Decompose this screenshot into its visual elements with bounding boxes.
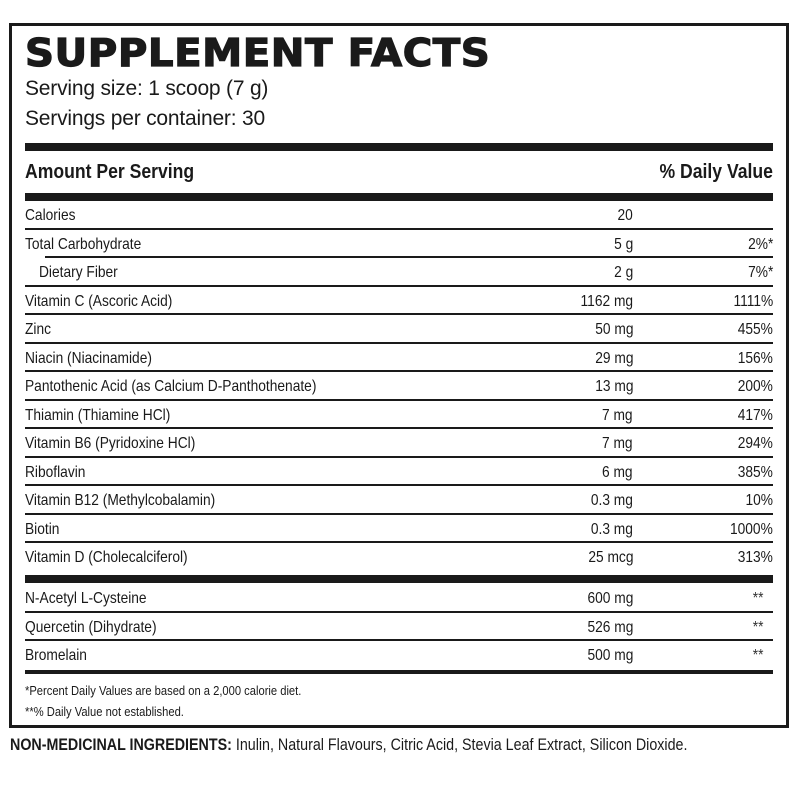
- nutrient-amount: 0.3 mg: [590, 520, 633, 538]
- nutrient-row: Niacin (Niacinamide) 29 mg 156%: [25, 344, 773, 372]
- supplement-facts-panel: SUPPLEMENT FACTS Serving size: 1 scoop (…: [9, 23, 789, 728]
- footnote-not-established: **% Daily Value not established.: [25, 704, 184, 719]
- ingredient-row: N-Acetyl L-Cysteine 600 mg **: [25, 584, 773, 613]
- thick-divider: [25, 575, 773, 583]
- nutrient-amount: 50 mg: [594, 321, 633, 338]
- non-medicinal-list: Inulin, Natural Flavours, Citric Acid, S…: [231, 735, 688, 754]
- nutrient-daily-value: 2%*: [747, 235, 773, 253]
- nutrient-row: Biotin 0.3 mg 1000%: [25, 515, 773, 543]
- ingredient-amount: 600 mg: [587, 590, 633, 607]
- nutrient-daily-value: 156%: [737, 349, 773, 367]
- nutrient-name: Vitamin B6 (Pyridoxine HCl): [25, 435, 196, 452]
- nutrient-row: Thiamin (Thiamine HCl) 7 mg 417%: [25, 401, 773, 429]
- nutrient-daily-value: 417%: [737, 406, 773, 424]
- nutrient-name: Pantothenic Acid (as Calcium D-Panthothe…: [25, 378, 317, 395]
- nutrient-daily-value: 313%: [737, 549, 773, 566]
- serving-size: Serving size: 1 scoop (7 g): [25, 77, 269, 100]
- nutrient-name: Total Carbohydrate: [25, 235, 142, 253]
- nutrient-amount: 20: [617, 207, 633, 224]
- nutrient-row: Dietary Fiber 2 g 7%*: [25, 258, 773, 287]
- daily-value-header: % Daily Value: [659, 161, 773, 183]
- nutrient-daily-value: 7%*: [747, 264, 773, 281]
- nutrient-row: Vitamin C (Ascoric Acid) 1162 mg 1111%: [25, 287, 773, 315]
- nutrient-amount: 5 g: [613, 235, 633, 253]
- other-ingredients-table: N-Acetyl L-Cysteine 600 mg ** Quercetin …: [25, 584, 773, 670]
- nutrient-row: Riboflavin 6 mg 385%: [25, 458, 773, 486]
- nutrient-amount: 6 mg: [602, 463, 633, 481]
- nutrient-name: Vitamin B12 (Methylcobalamin): [25, 492, 216, 509]
- ingredient-daily-value: **: [752, 618, 763, 636]
- nutrient-name: Niacin (Niacinamide): [25, 349, 152, 367]
- nutrient-daily-value: 200%: [737, 378, 773, 395]
- nutrient-amount: 1162 mg: [580, 292, 633, 310]
- ingredient-daily-value: **: [752, 590, 763, 607]
- thick-divider: [25, 193, 773, 201]
- nutrient-name: Calories: [25, 207, 76, 224]
- ingredient-name: Quercetin (Dihydrate): [25, 618, 157, 636]
- nutrient-amount: 25 mcg: [587, 549, 633, 566]
- ingredient-name: N-Acetyl L-Cysteine: [25, 590, 147, 607]
- ingredient-amount: 526 mg: [587, 618, 633, 636]
- nutrient-row: Vitamin D (Cholecalciferol) 25 mcg 313%: [25, 543, 773, 572]
- nutrient-amount: 7 mg: [602, 435, 633, 452]
- nutrient-row: Pantothenic Acid (as Calcium D-Panthothe…: [25, 372, 773, 401]
- nutrient-amount: 2 g: [613, 264, 633, 281]
- nutrient-amount: 13 mg: [594, 378, 633, 395]
- nutrient-row: Total Carbohydrate 5 g 2%*: [25, 230, 773, 259]
- ingredient-daily-value: **: [752, 647, 763, 664]
- panel-title: SUPPLEMENT FACTS: [24, 31, 491, 75]
- ingredient-row: Bromelain 500 mg **: [25, 641, 773, 670]
- non-medicinal-label: NON-MEDICINAL INGREDIENTS:: [10, 735, 232, 754]
- nutrient-daily-value: 294%: [737, 435, 773, 452]
- ingredient-name: Bromelain: [25, 647, 87, 664]
- nutrient-row: Calories 20: [25, 201, 773, 230]
- thick-divider: [25, 143, 773, 151]
- nutrient-daily-value: 1000%: [730, 520, 773, 538]
- nutrient-amount: 7 mg: [602, 406, 633, 424]
- nutrient-table: Calories 20 Total Carbohydrate 5 g 2%* D…: [25, 201, 773, 572]
- footnote-daily-values: *Percent Daily Values are based on a 2,0…: [25, 683, 302, 698]
- nutrient-name: Vitamin C (Ascoric Acid): [25, 292, 173, 310]
- nutrient-name: Vitamin D (Cholecalciferol): [25, 549, 188, 566]
- nutrient-amount: 29 mg: [594, 349, 633, 367]
- nutrient-daily-value: 385%: [737, 463, 773, 481]
- nutrient-row: Vitamin B6 (Pyridoxine HCl) 7 mg 294%: [25, 429, 773, 458]
- nutrient-row: Zinc 50 mg 455%: [25, 315, 773, 344]
- nutrient-amount: 0.3 mg: [590, 492, 633, 509]
- nutrient-name: Zinc: [25, 321, 52, 338]
- ingredient-row: Quercetin (Dihydrate) 526 mg **: [25, 613, 773, 641]
- nutrient-daily-value: 455%: [737, 321, 773, 338]
- divider: [25, 670, 773, 674]
- nutrient-daily-value: 1111%: [733, 292, 773, 310]
- ingredient-amount: 500 mg: [587, 647, 633, 664]
- nutrient-name: Riboflavin: [25, 463, 86, 481]
- nutrient-name: Biotin: [25, 520, 60, 538]
- nutrient-name: Thiamin (Thiamine HCl): [25, 406, 171, 424]
- amount-per-serving-header: Amount Per Serving: [25, 161, 195, 183]
- non-medicinal-ingredients: NON-MEDICINAL INGREDIENTS: Inulin, Natur…: [10, 735, 687, 755]
- nutrient-name: Dietary Fiber: [39, 264, 118, 281]
- nutrient-row: Vitamin B12 (Methylcobalamin) 0.3 mg 10%: [25, 486, 773, 515]
- servings-per-container: Servings per container: 30: [25, 107, 265, 130]
- nutrient-daily-value: 10%: [745, 492, 773, 509]
